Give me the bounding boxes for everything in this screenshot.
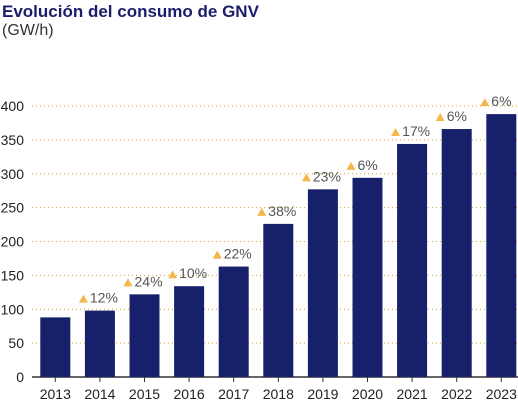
- y-tick-label: 50: [8, 335, 24, 351]
- x-tick-label: 2023: [486, 386, 517, 402]
- triangle-up-icon: [301, 173, 311, 182]
- growth-label: 38%: [268, 203, 296, 219]
- bar-2018: [263, 223, 294, 377]
- x-tick-label: 2016: [174, 386, 205, 402]
- y-tick-label: 200: [1, 234, 25, 250]
- triangle-up-icon: [78, 294, 88, 303]
- y-tick-label: 250: [1, 200, 25, 216]
- x-tick-label: 2017: [218, 386, 249, 402]
- chart-title: Evolución del consumo de GNV: [2, 2, 259, 21]
- x-tick-label: 2013: [40, 386, 71, 402]
- bar-2023: [486, 114, 517, 377]
- bar-2021: [397, 143, 428, 377]
- bar-2020: [352, 177, 383, 377]
- y-tick-label: 300: [1, 166, 25, 182]
- triangle-up-icon: [391, 127, 401, 136]
- growth-label: 10%: [179, 265, 207, 281]
- growth-label: 24%: [135, 273, 163, 289]
- bar-2016: [174, 286, 205, 377]
- x-tick-label: 2019: [307, 386, 338, 402]
- growth-label: 6%: [447, 108, 467, 124]
- bar-2014: [84, 310, 115, 377]
- growth-label: 6%: [358, 157, 378, 173]
- growth-label: 6%: [491, 93, 511, 109]
- triangle-up-icon: [480, 98, 490, 107]
- x-tick-label: 2018: [263, 386, 294, 402]
- x-tick-label: 2020: [352, 386, 383, 402]
- growth-label: 23%: [313, 168, 341, 184]
- x-tick-label: 2021: [397, 386, 428, 402]
- triangle-up-icon: [212, 250, 222, 259]
- bar-2015: [129, 294, 160, 377]
- growth-label: 12%: [90, 290, 118, 306]
- triangle-up-icon: [435, 113, 445, 122]
- y-tick-label: 0: [16, 369, 24, 385]
- triangle-up-icon: [123, 278, 133, 287]
- triangle-up-icon: [257, 207, 267, 216]
- growth-label: 17%: [402, 123, 430, 139]
- y-tick-label: 350: [1, 132, 25, 148]
- growth-label: 22%: [224, 246, 252, 262]
- y-tick-label: 150: [1, 267, 25, 283]
- x-tick-label: 2014: [84, 386, 115, 402]
- bar-2019: [307, 189, 338, 377]
- triangle-up-icon: [346, 161, 356, 170]
- bar-2022: [441, 129, 472, 377]
- bar-2013: [40, 317, 71, 377]
- bar-2017: [218, 266, 249, 377]
- x-tick-label: 2022: [441, 386, 472, 402]
- y-tick-label: 400: [1, 98, 25, 114]
- x-tick-label: 2015: [129, 386, 160, 402]
- triangle-up-icon: [168, 270, 178, 279]
- chart-subtitle: (GW/h): [2, 22, 54, 39]
- y-tick-label: 100: [1, 301, 25, 317]
